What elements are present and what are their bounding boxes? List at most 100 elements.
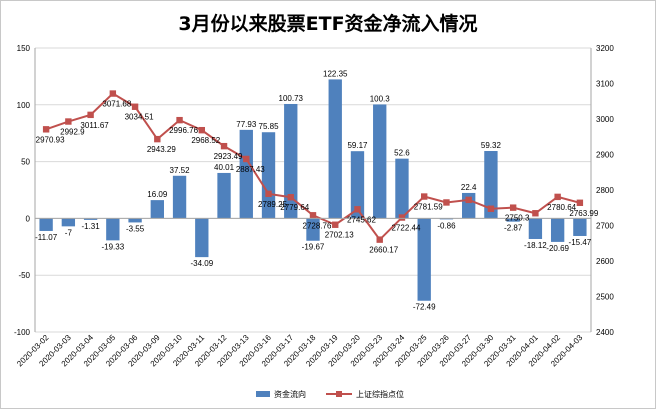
index-value-label: 2923.49 [214, 152, 243, 161]
bar-value-label: 75.85 [259, 122, 280, 131]
index-marker [554, 193, 561, 201]
right-tick-label: 2400 [596, 328, 614, 337]
index-value-label: 2722.44 [391, 224, 420, 233]
bar-value-label: 122.35 [323, 69, 348, 78]
bar-value-label: -7 [65, 228, 73, 237]
bar-series [39, 79, 587, 301]
bar-value-label: -18.12 [524, 241, 547, 250]
index-value-label: 2992.9 [60, 128, 85, 137]
index-marker [109, 90, 117, 97]
index-marker [309, 212, 317, 219]
bar [106, 218, 120, 241]
bar-value-label: -3.55 [126, 224, 145, 233]
bar-value-label: -19.67 [302, 243, 325, 252]
bar [239, 129, 253, 219]
bar [506, 218, 520, 222]
bar [217, 172, 231, 219]
legend-bar-label: 资金流向 [274, 389, 306, 399]
index-marker [243, 155, 250, 163]
left-tick-label: 150 [17, 44, 31, 53]
bar [350, 151, 365, 219]
right-tick-label: 2800 [596, 186, 614, 195]
bar [284, 103, 298, 219]
left-tick-label: -50 [18, 271, 30, 280]
chart-title: 3月份以来股票ETF资金净流入情况 [178, 12, 477, 35]
index-value-label: 2781.59 [414, 203, 443, 212]
index-value-label: 3011.67 [80, 121, 109, 130]
left-tick-label: 0 [26, 214, 31, 223]
index-value-label: 2702.13 [325, 231, 354, 240]
bar-value-label: -72.49 [413, 303, 436, 312]
bar [306, 218, 320, 241]
bar [128, 218, 142, 223]
bar [395, 158, 409, 219]
bar-value-label: 100.3 [370, 94, 391, 103]
bar [261, 132, 276, 219]
index-marker [576, 199, 584, 206]
right-tick-label: 2600 [596, 257, 614, 266]
index-value-label: 2996.76 [169, 126, 198, 135]
index-marker [265, 190, 272, 198]
index-marker [154, 135, 161, 143]
bar [573, 218, 587, 236]
index-marker [65, 118, 72, 125]
bar-value-label: -15.47 [569, 238, 592, 247]
data-labels: -11.07 -7 -1.31 -19.33-3.55 16.09 37.52 -34.09… [35, 69, 599, 311]
bar-value-label: 59.32 [481, 141, 502, 150]
index-value-label: 2728.76 [303, 221, 332, 230]
bar-value-label: -1.31 [81, 222, 100, 231]
bar [172, 175, 187, 219]
bar-value-label: 16.09 [147, 190, 168, 199]
index-marker [220, 142, 228, 150]
index-marker [42, 126, 50, 133]
index-value-label: 2750.3 [505, 214, 530, 223]
index-marker [332, 221, 339, 228]
index-value-label: 2780.64 [547, 203, 576, 212]
index-marker [398, 214, 406, 221]
legend-line-label: 上证综指点位 [356, 389, 404, 399]
index-marker [198, 126, 205, 134]
legend-line-marker [336, 391, 342, 397]
left-tick-label: 100 [17, 101, 31, 110]
index-marker [509, 204, 517, 211]
right-tick-label: 2500 [596, 293, 614, 302]
bar-value-label: 37.52 [170, 166, 191, 175]
index-marker [532, 210, 539, 217]
index-value-label: 2763.99 [569, 209, 598, 218]
bar-value-label: 59.17 [347, 141, 368, 150]
bar-value-label: 100.73 [279, 94, 304, 103]
index-marker [287, 194, 294, 201]
bar [61, 218, 76, 227]
right-tick-label: 2700 [596, 222, 614, 231]
bar [417, 218, 431, 301]
bar-value-label: -11.07 [35, 233, 58, 242]
axes: -100 -50 0 50 100 150 2400 2500 2600 2700 2800 2900… [14, 44, 614, 368]
index-value-label: 2943.29 [147, 145, 176, 154]
legend: 资金流向 上证综指点位 [256, 389, 404, 399]
index-marker [376, 236, 383, 243]
right-tick-label: 2900 [596, 151, 614, 160]
bar-value-label: 52.6 [394, 149, 410, 158]
right-tick-label: 3200 [596, 44, 614, 53]
bar [484, 151, 498, 219]
index-marker [87, 111, 94, 119]
left-tick-label: 50 [21, 158, 30, 167]
right-tick-label: 3000 [596, 115, 614, 124]
index-value-label: 2745.62 [347, 215, 376, 224]
index-marker [421, 193, 428, 200]
index-value-label: 2660.17 [369, 246, 398, 255]
index-value-label: 2887.43 [236, 165, 265, 174]
bar-value-label: -2.87 [504, 224, 523, 233]
bar-value-label: -0.86 [437, 221, 456, 230]
index-marker [176, 116, 183, 124]
bar-value-label: -19.33 [101, 242, 124, 251]
bar [328, 79, 342, 219]
index-marker [443, 199, 450, 206]
index-value-label: 2970.93 [36, 135, 65, 144]
gridlines [35, 47, 591, 333]
line-series [42, 90, 584, 243]
legend-bar-swatch [256, 391, 270, 397]
index-marker [354, 206, 361, 213]
index-marker [465, 196, 472, 204]
